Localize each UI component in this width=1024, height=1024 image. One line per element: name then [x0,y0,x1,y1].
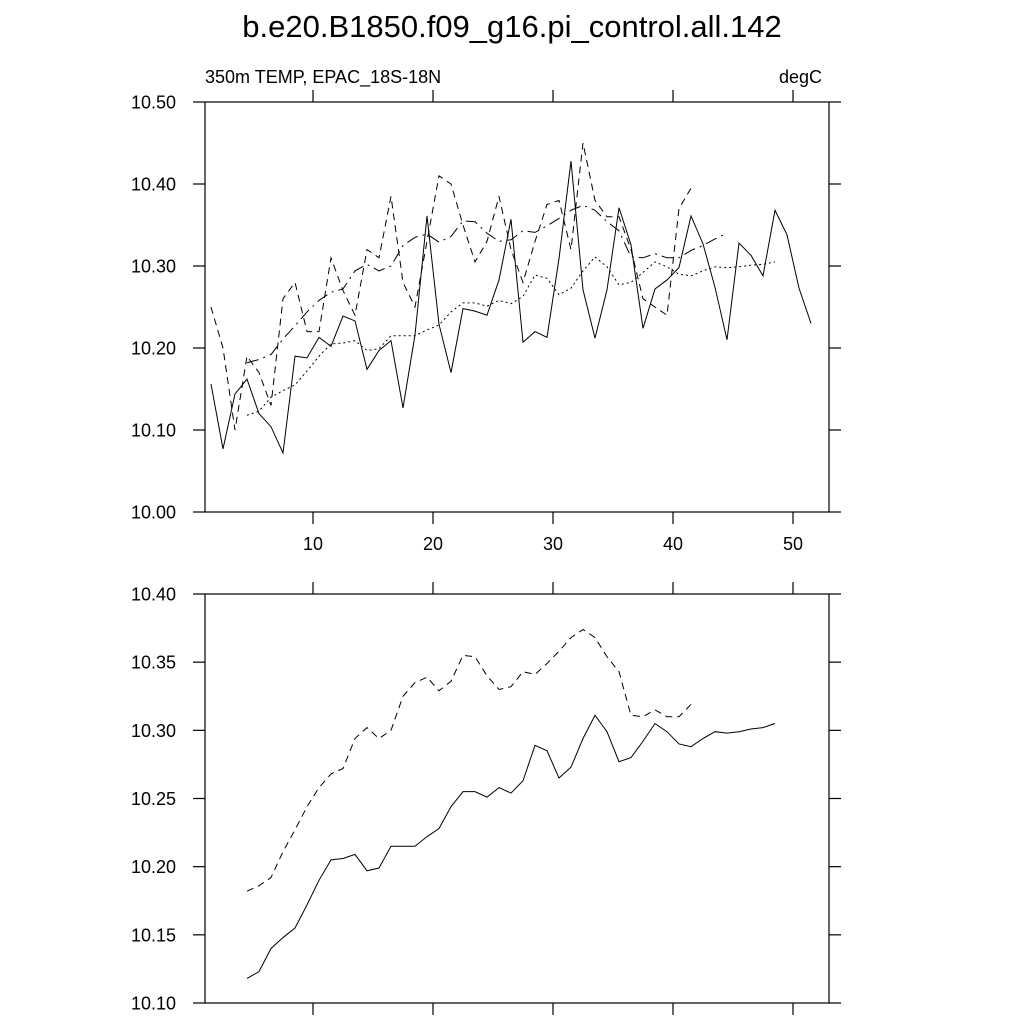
y-tick-label: 10.15 [131,925,176,945]
subtitle-left: 350m TEMP, EPAC_18S-18N [205,67,441,88]
series-line [246,256,776,416]
y-tick-label: 10.50 [131,93,176,113]
y-tick-label: 10.10 [131,421,176,441]
y-tick-label: 10.30 [131,257,176,277]
x-tick-label: 30 [543,534,563,554]
chart-title: b.e20.B1850.f09_g16.pi_control.all.142 [242,9,782,44]
y-tick-label: 10.30 [131,721,176,741]
series-line [246,714,776,979]
y-tick-label: 10.20 [131,857,176,877]
subtitle-right: degC [779,67,822,87]
series-line [246,628,692,892]
y-tick-label: 10.40 [131,585,176,605]
y-tick-label: 10.20 [131,339,176,359]
y-tick-label: 10.10 [131,994,176,1014]
series-line [210,142,692,431]
y-tick-label: 10.40 [131,175,176,195]
x-tick-label: 50 [783,534,803,554]
series-line [210,160,812,455]
x-tick-label: 10 [303,534,323,554]
y-tick-label: 10.00 [131,503,176,523]
y-tick-label: 10.35 [131,653,176,673]
x-tick-label: 20 [423,534,443,554]
plot-frame [204,101,830,513]
series-line [246,204,728,364]
y-tick-label: 10.25 [131,789,176,809]
x-tick-label: 40 [663,534,683,554]
plot-frame [204,593,830,1004]
